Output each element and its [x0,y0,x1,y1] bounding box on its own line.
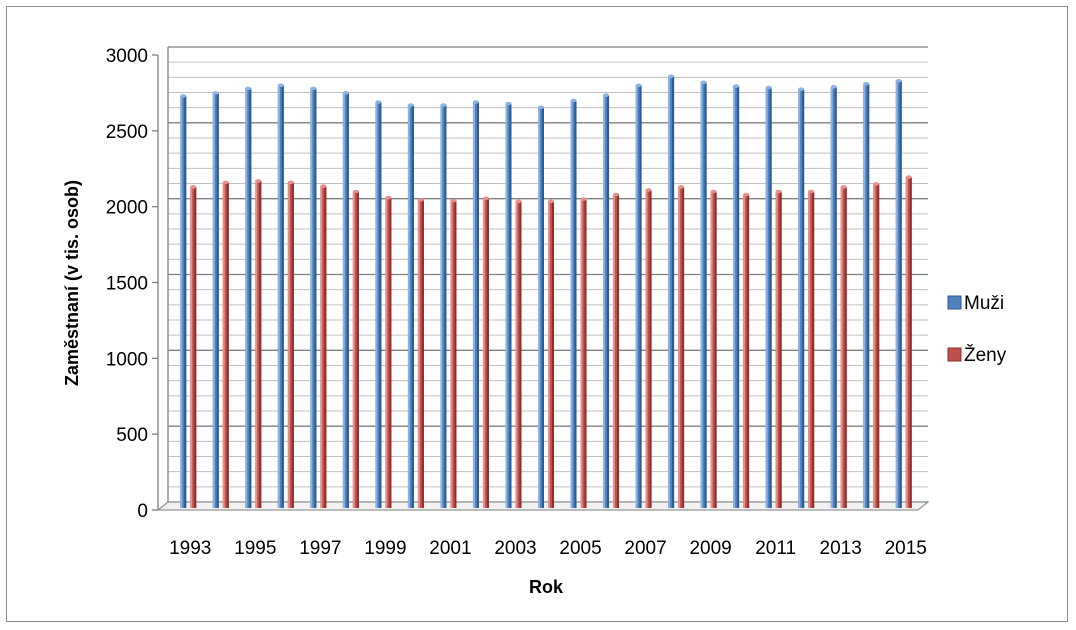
y-tick-label: 2000 [106,198,148,219]
bar-zeny-1994 [222,180,229,508]
x-tick-label: 2007 [624,538,666,559]
legend: Muži Ženy [947,293,1007,366]
bar-muzi-2006 [603,93,610,509]
y-tick-label: 1000 [106,349,148,370]
bars [180,74,912,509]
x-tick-label: 1995 [234,538,276,559]
y-tick-labels: 0 500 1000 1500 2000 2500 3000 [106,46,148,522]
y-tick-label: 500 [116,425,148,446]
bar-muzi-1997 [310,86,317,508]
x-tick-label: 2005 [559,538,601,559]
bar-zeny-2003 [515,199,522,508]
legend-item-muzi: Muži [947,293,1004,314]
x-tick-label: 1999 [364,538,406,559]
bar-muzi-2013 [830,85,837,508]
bar-muzi-2008 [668,74,675,508]
y-axis-title: Zaměstnaní (v tis. osob) [62,180,82,386]
y-tick-label: 2500 [106,122,148,143]
bar-zeny-1997 [320,184,327,509]
legend-label: Ženy [964,344,1007,366]
bar-muzi-2009 [700,80,707,509]
bar-zeny-1996 [287,180,294,508]
bar-zeny-1993 [190,185,197,508]
y-tick-label: 0 [137,501,148,522]
bar-zeny-2012 [808,189,815,508]
bar-muzi-2015 [895,78,902,509]
bar-muzi-2007 [635,83,642,508]
bar-muzi-2011 [765,85,772,508]
bar-zeny-2000 [417,198,424,508]
legend-swatch [947,295,962,310]
x-tick-label: 2003 [494,538,536,559]
x-tick-label: 2009 [689,538,731,559]
bar-zeny-2009 [710,189,717,508]
x-tick-labels: 1993 1995 1997 1999 2001 2003 2005 2007 2009 2011… [169,538,927,559]
bar-zeny-2002 [482,196,489,508]
bar-muzi-2004 [538,105,544,508]
bar-muzi-2002 [472,100,479,509]
x-tick-label: 1997 [299,538,341,559]
bar-muzi-2014 [863,82,870,509]
legend-item-zeny: Ženy [947,344,1007,366]
bar-muzi-1994 [212,91,219,509]
bar-muzi-2000 [407,103,414,509]
bar-zeny-1999 [385,195,392,509]
bar-zeny-2005 [580,197,587,509]
bar-zeny-2011 [775,189,782,508]
bar-muzi-2001 [440,103,447,509]
bar-zeny-2010 [743,192,750,509]
bar-muzi-2003 [505,101,512,509]
x-tick-label: 2015 [885,538,927,559]
x-tick-label: 1993 [169,538,211,559]
bar-zeny-2015 [905,175,912,508]
bar-muzi-2010 [733,84,740,508]
legend-label: Muži [964,293,1004,314]
bar-muzi-2012 [798,87,805,508]
bar-muzi-1995 [245,86,252,508]
bar-zeny-2006 [613,192,620,509]
bar-zeny-1998 [352,189,359,508]
y-tick-label: 3000 [106,46,148,67]
bar-muzi-1993 [180,94,187,508]
bar-zeny-2013 [840,185,847,508]
bar-zeny-2007 [645,188,652,508]
x-tick-label: 2013 [820,538,862,559]
bar-zeny-2014 [873,182,880,508]
x-tick-label: 2001 [429,538,471,559]
x-tick-label: 2011 [755,538,796,559]
bar-zeny-2008 [678,185,685,508]
bar-muzi-1996 [277,83,284,508]
bar-muzi-2005 [570,98,577,508]
bar-zeny-2001 [450,198,457,508]
bar-muzi-1998 [342,91,349,509]
bar-zeny-1995 [255,179,262,508]
bar-muzi-1999 [375,100,382,509]
legend-swatch [947,347,962,362]
y-tick-label: 1500 [106,274,148,295]
bar-zeny-2004 [548,199,554,508]
x-axis-title: Rok [529,577,564,597]
